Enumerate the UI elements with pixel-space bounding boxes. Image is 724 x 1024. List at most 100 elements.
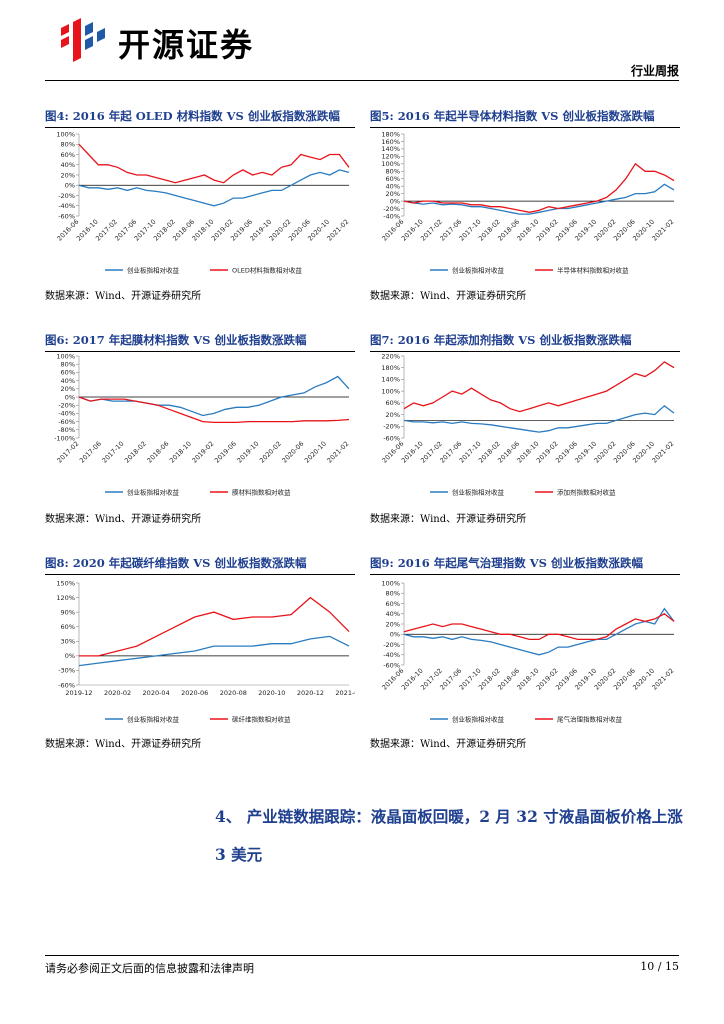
data-line xyxy=(78,635,350,667)
y-tick-label: 20% xyxy=(386,190,400,198)
y-tick-label: -20% xyxy=(58,402,75,410)
data-line xyxy=(78,143,350,184)
source: 数据来源：Wind、开源证券研究所 xyxy=(370,739,527,750)
figure-title: 图4: 2016 年起 OLED 材料指数 VS 创业板指数涨跌幅 xyxy=(45,108,355,128)
x-tick-label: 2021-02 xyxy=(651,440,676,465)
y-tick-label: 0% xyxy=(65,393,75,401)
x-tick-label: 2020-12 xyxy=(297,689,324,697)
x-tick-label: 2020-02 xyxy=(258,440,283,465)
legend-label: 尾气治理指数相对收益 xyxy=(557,714,623,723)
y-tick-label: 120% xyxy=(381,153,400,161)
data-line xyxy=(403,404,675,433)
disclaimer: 请务必参阅正文后面的信息披露和法律声明 xyxy=(45,962,254,975)
data-line xyxy=(403,162,675,213)
y-tick-label: 140% xyxy=(381,145,400,153)
data-line xyxy=(403,607,675,656)
y-tick-label: 20% xyxy=(61,385,75,393)
y-tick-label: 40% xyxy=(61,161,75,169)
logo-icon xyxy=(61,18,105,62)
y-tick-label: 80% xyxy=(61,141,75,149)
page-number: 10 / 15 xyxy=(640,960,679,973)
y-tick-label: -60% xyxy=(58,212,75,220)
x-tick-label: 2021-02 xyxy=(651,667,676,692)
y-tick-label: 180% xyxy=(381,130,400,138)
figure-title: 图8: 2020 年起碳纤维指数 VS 创业板指数涨跌幅 xyxy=(45,555,355,575)
y-tick-label: -40% xyxy=(383,212,400,220)
y-tick-label: -100% xyxy=(54,434,75,442)
legend-label: 创业板指相对收益 xyxy=(452,714,505,723)
x-tick-label: 2018-06 xyxy=(146,440,171,465)
y-tick-label: 90% xyxy=(61,608,75,616)
y-tick-label: 40% xyxy=(61,377,75,385)
source: 数据来源：Wind、开源证券研究所 xyxy=(45,291,202,302)
legend-label: 创业板指相对收益 xyxy=(452,487,505,496)
y-tick-label: 0% xyxy=(390,197,400,205)
section-heading: 4、 产业链数据跟踪：液晶面板回暖，2 月 32 寸液晶面板价格上涨 3 美元 xyxy=(215,798,685,874)
data-line xyxy=(78,396,350,424)
y-tick-label: 100% xyxy=(381,579,400,587)
x-tick-label: 2017-06 xyxy=(78,440,103,465)
y-tick-label: 20% xyxy=(386,620,400,628)
y-tick-label: 100% xyxy=(381,160,400,168)
chart: -40%-20%0%20%40%60%80%100%120%140%160%18… xyxy=(381,130,676,274)
y-tick-label: 150% xyxy=(56,579,75,587)
chart: -60% -30% 0% 30% 60% 90% 120% 150% 2019-12 2020-0… xyxy=(56,579,355,723)
y-tick-label: -60% xyxy=(58,681,75,689)
section-number: 4、 xyxy=(215,807,242,826)
y-tick-label: 0% xyxy=(65,652,75,660)
legend-label: 膜材料指数相对收益 xyxy=(232,487,291,496)
data-line xyxy=(403,613,675,641)
legend-label: 半导体材料指数相对收益 xyxy=(557,265,629,274)
y-tick-label: -40% xyxy=(58,410,75,418)
figure-title: 图6: 2017 年起膜材料指数 VS 创业板指数涨跌幅 xyxy=(45,332,355,352)
source: 数据来源：Wind、开源证券研究所 xyxy=(45,739,202,750)
y-tick-label: 120% xyxy=(56,594,75,602)
y-tick-label: 80% xyxy=(386,168,400,176)
y-tick-label: -20% xyxy=(58,192,75,200)
y-tick-label: 180% xyxy=(381,364,400,372)
y-tick-label: -20% xyxy=(383,641,400,649)
x-tick-label: 2019-10 xyxy=(236,440,261,465)
y-tick-label: -60% xyxy=(383,434,400,442)
y-tick-label: 160% xyxy=(381,138,400,146)
x-tick-label: 2021-02 xyxy=(335,689,355,697)
y-tick-label: 80% xyxy=(61,361,75,369)
legend-label: 创业板指相对收益 xyxy=(127,265,180,274)
y-tick-label: 60% xyxy=(61,151,75,159)
legend-label: 创业板指相对收益 xyxy=(452,265,505,274)
y-tick-label: 60% xyxy=(61,369,75,377)
y-tick-label: 100% xyxy=(56,352,75,360)
legend-label: 创业板指相对收益 xyxy=(127,714,180,723)
source: 数据来源：Wind、开源证券研究所 xyxy=(370,291,527,302)
x-tick-label: 2020-06 xyxy=(281,440,306,465)
x-tick-label: 2020-06 xyxy=(181,689,208,697)
y-tick-label: 40% xyxy=(386,182,400,190)
y-tick-label: 60% xyxy=(386,600,400,608)
y-tick-label: 220% xyxy=(381,352,400,360)
x-tick-label: 2021-02 xyxy=(326,218,351,243)
y-tick-label: 0% xyxy=(65,182,75,190)
chart: -60%-20%20%60%100%140%180%220%2016-06201… xyxy=(381,352,676,496)
data-line xyxy=(79,596,350,657)
y-tick-label: 40% xyxy=(386,610,400,618)
x-tick-label: 2020-02 xyxy=(104,689,131,697)
y-tick-label: 30% xyxy=(61,638,75,646)
y-tick-label: 0% xyxy=(390,631,400,639)
y-tick-label: 80% xyxy=(386,590,400,598)
data-line xyxy=(403,361,675,413)
y-tick-label: -30% xyxy=(58,667,75,675)
figure-title: 图9: 2016 年起尾气治理指数 VS 创业板指数涨跌幅 xyxy=(370,555,680,575)
data-line xyxy=(78,375,350,417)
y-tick-label: -60% xyxy=(58,418,75,426)
y-tick-label: 60% xyxy=(61,623,75,631)
legend-label: 创业板指相对收益 xyxy=(127,487,180,496)
section-title: 产业链数据跟踪：液晶面板回暖，2 月 32 寸液晶面板价格上涨 3 美元 xyxy=(215,807,683,864)
brand: 开源证券 xyxy=(118,26,255,64)
data-line xyxy=(403,183,675,215)
x-tick-label: 2020-10 xyxy=(303,440,328,465)
x-tick-label: 2019-06 xyxy=(213,440,238,465)
y-tick-label: 100% xyxy=(56,130,75,138)
legend-label: OLED材料指数相对收益 xyxy=(232,265,302,274)
y-tick-label: 20% xyxy=(61,171,75,179)
y-tick-label: 140% xyxy=(381,376,400,384)
